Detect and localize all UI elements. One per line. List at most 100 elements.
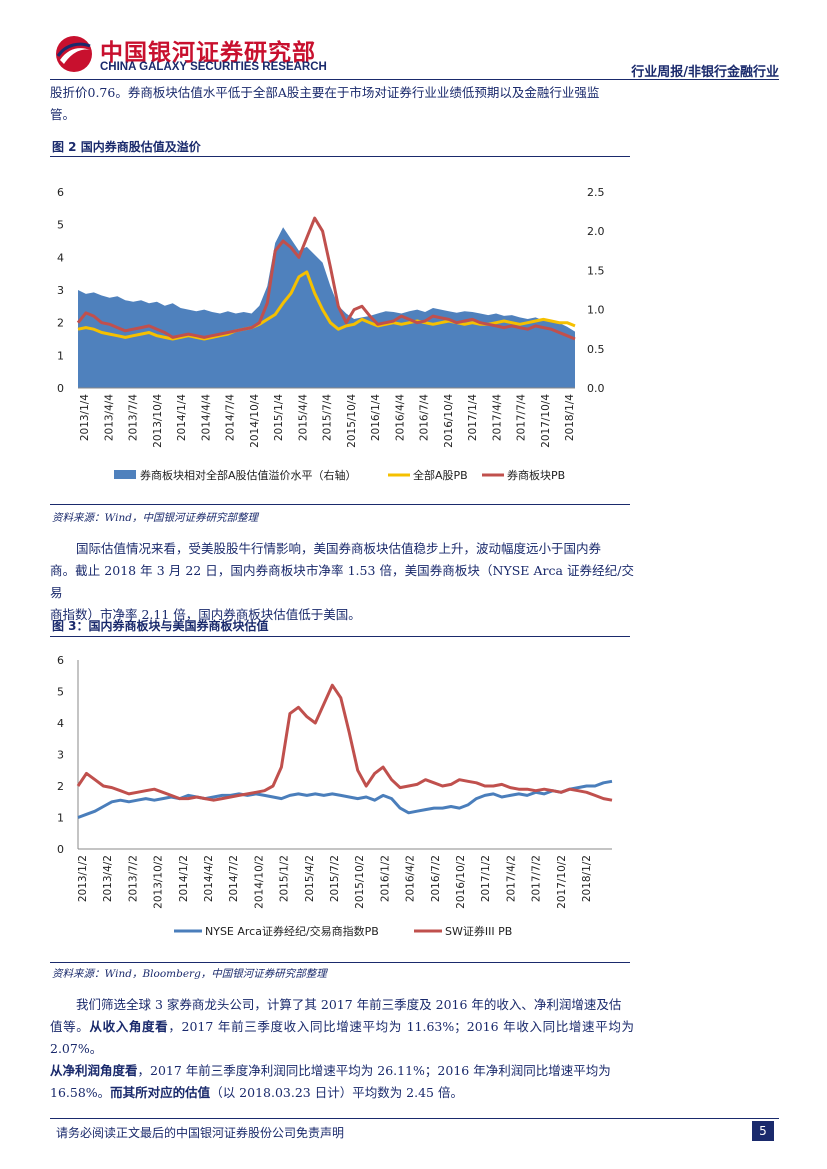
y-right-tick-label: 0.5	[587, 343, 605, 356]
y-tick-label: 6	[57, 654, 64, 667]
x-tick-label: 2013/1/2	[77, 855, 89, 902]
legend-label-a-share: 全部A股PB	[413, 468, 468, 482]
paragraph-line: 从净利润角度看，2017 年前三季度净利润同比增速平均为 26.11%；2016…	[50, 1060, 634, 1082]
x-tick-label: 2015/10/4	[346, 394, 358, 448]
x-tick-label: 2014/10/4	[249, 394, 261, 448]
paragraph-line: 我们筛选全球 3 家券商龙头公司，计算了其 2017 年前三季度及 2016 年…	[76, 997, 622, 1012]
y-right-tick-label: 2.0	[587, 225, 605, 238]
x-tick-label: 2017/10/2	[556, 855, 568, 909]
x-tick-label: 2016/4/4	[394, 394, 406, 441]
x-tick-label: 2015/4/2	[304, 855, 316, 902]
x-tick-label: 2014/10/2	[253, 855, 265, 909]
x-tick-label: 2016/10/4	[443, 394, 455, 448]
x-tick-label: 2015/4/4	[297, 394, 309, 441]
x-tick-label: 2015/10/2	[354, 855, 366, 909]
y-left-tick-label: 4	[57, 251, 64, 264]
nyse-arca-pb-line	[77, 779, 613, 819]
x-tick-label: 2017/10/4	[540, 394, 552, 448]
x-tick-label: 2015/7/2	[329, 855, 341, 902]
footer-rule	[50, 1118, 779, 1119]
x-tick-label: 2014/1/4	[176, 394, 188, 441]
all-a-share-pb-line	[77, 270, 576, 341]
y-tick-label: 5	[57, 686, 64, 699]
y-tick-label: 4	[57, 717, 64, 730]
figure3-title: 图 3：国内券商板块与美国券商板块估值	[52, 619, 269, 633]
emphasis-valuation: 而其所对应的估值	[110, 1085, 211, 1100]
x-tick-label: 2014/4/4	[200, 394, 212, 441]
emphasis-revenue: 从收入角度看	[89, 1019, 169, 1034]
x-tick-label: 2017/4/2	[505, 855, 517, 902]
text-run: ，2017 年前三季度净利润同比增速平均为 26.11%；2016 年净利润同比…	[137, 1063, 611, 1078]
paragraph-leaders: 我们筛选全球 3 家券商龙头公司，计算了其 2017 年前三季度及 2016 年…	[50, 994, 634, 1104]
y-left-tick-label: 3	[57, 284, 64, 297]
page-number: 5	[752, 1121, 774, 1141]
x-tick-label: 2016/4/2	[405, 855, 417, 902]
y-right-tick-label: 1.0	[587, 304, 605, 317]
y-right-tick-label: 0.0	[587, 382, 605, 395]
x-tick-label: 2017/1/2	[480, 855, 492, 902]
report-type: 行业周报/非银行金融行业	[631, 65, 779, 80]
y-left-tick-label: 6	[57, 186, 64, 199]
org-name-en: CHINA GALAXY SECURITIES RESEARCH	[100, 61, 327, 73]
x-tick-label: 2016/1/2	[379, 855, 391, 902]
text-run: （以 2018.03.23 日计）平均数为 2.45 倍。	[210, 1085, 463, 1100]
paragraph-line: 值等。从收入角度看，2017 年前三季度收入同比增速平均为 11.63%；201…	[50, 1016, 634, 1060]
x-tick-label: 2015/1/2	[279, 855, 291, 902]
x-tick-label: 2013/4/4	[103, 394, 115, 441]
x-tick-label: 2017/4/4	[491, 394, 503, 441]
x-tick-label: 2013/7/2	[127, 855, 139, 902]
y-tick-label: 1	[57, 812, 64, 825]
y-left-tick-label: 1	[57, 349, 64, 362]
y-right-tick-label: 1.5	[587, 264, 605, 277]
figure2-chart: 0 1 2 3 4 5 6 0.0 0.5 1.0 1.5 2.0 2.5 2013/1/4 2013/4/…	[57, 186, 605, 482]
premium-area	[78, 227, 575, 388]
x-tick-label: 2014/1/2	[178, 855, 190, 902]
y-left-tick-label: 0	[57, 382, 64, 395]
x-tick-label: 2015/1/4	[273, 394, 285, 441]
text-run: 16.58%。	[50, 1085, 111, 1100]
x-tick-label: 2013/7/4	[128, 394, 140, 441]
paragraph-line: 国际估值情况来看，受美股股牛行情影响，美国券商板块估值稳步上升，波动幅度远小于国…	[76, 541, 602, 556]
y-left-tick-label: 2	[57, 317, 64, 330]
legend-label-broker: 券商板块PB	[507, 468, 565, 482]
x-tick-label: 2017/1/4	[467, 394, 479, 441]
paragraph-line: 商指数）市净率 2.11 倍，国内券商板块估值低于美国。	[50, 607, 361, 622]
legend-label-nyse: NYSE Arca证券经纪/交易商指数PB	[205, 924, 379, 938]
intro-line: 管。	[50, 107, 76, 122]
x-tick-label: 2013/1/4	[79, 394, 91, 441]
text-run: 值等。	[50, 1019, 90, 1034]
paragraph-intl-valuation: 国际估值情况来看，受美股股牛行情影响，美国券商板块估值稳步上升，波动幅度远小于国…	[50, 538, 634, 626]
x-tick-label: 2017/7/4	[516, 394, 528, 441]
sw-securities-pb-line	[76, 683, 613, 802]
figure2-bottom-rule	[50, 504, 630, 505]
x-tick-label: 2013/10/2	[153, 855, 165, 909]
x-tick-label: 2017/7/2	[531, 855, 543, 902]
broker-pb-line	[76, 216, 576, 341]
emphasis-profit: 从净利润角度看	[50, 1063, 138, 1078]
x-tick-label: 2018/1/4	[564, 394, 576, 441]
legend-label-sw: SW证券III PB	[445, 924, 512, 938]
x-tick-label: 2016/7/2	[430, 855, 442, 902]
paragraph-line: 16.58%。而其所对应的估值（以 2018.03.23 日计）平均数为 2.4…	[50, 1082, 634, 1104]
x-tick-label: 2014/7/4	[225, 394, 237, 441]
text-run: ，2017 年前三季度收入同比增速平均为 11.63%；2016 年收入同比增速…	[50, 1019, 634, 1056]
y-right-tick-label: 2.5	[587, 186, 605, 199]
figure3-source: 资料来源：Wind，Bloomberg，中国银河证券研究部整理	[52, 968, 327, 980]
intro-line: 股折价0.76。券商板块估值水平低于全部A股主要在于市场对证券行业业绩低预期以及…	[50, 85, 600, 100]
galaxy-logo-icon	[56, 36, 92, 72]
x-tick-label: 2013/10/4	[152, 394, 164, 448]
y-left-tick-label: 5	[57, 219, 64, 232]
legend-swatch-premium	[114, 470, 136, 479]
figure2-title: 图 2 国内券商股估值及溢价	[52, 140, 201, 154]
figure3-chart: 0 1 2 3 4 5 6 2013/1/2 2013/4/2 2013/7/2 2013/10/2…	[57, 654, 613, 938]
figure2-source: 资料来源：Wind，中国银河证券研究部整理	[52, 512, 258, 524]
x-tick-label: 2016/7/4	[419, 394, 431, 441]
y-tick-label: 0	[57, 843, 64, 856]
legend-label-premium: 券商板块相对全部A股估值溢价水平（右轴）	[140, 468, 357, 482]
figure3-bottom-rule	[50, 962, 630, 963]
org-name-cn: 中国银河证券研究部	[100, 40, 316, 66]
intro-paragraph: 股折价0.76。券商板块估值水平低于全部A股主要在于市场对证券行业业绩低预期以及…	[50, 82, 638, 126]
x-tick-label: 2014/4/2	[203, 855, 215, 902]
x-tick-label: 2014/7/2	[228, 855, 240, 902]
x-tick-label: 2016/10/2	[455, 855, 467, 909]
